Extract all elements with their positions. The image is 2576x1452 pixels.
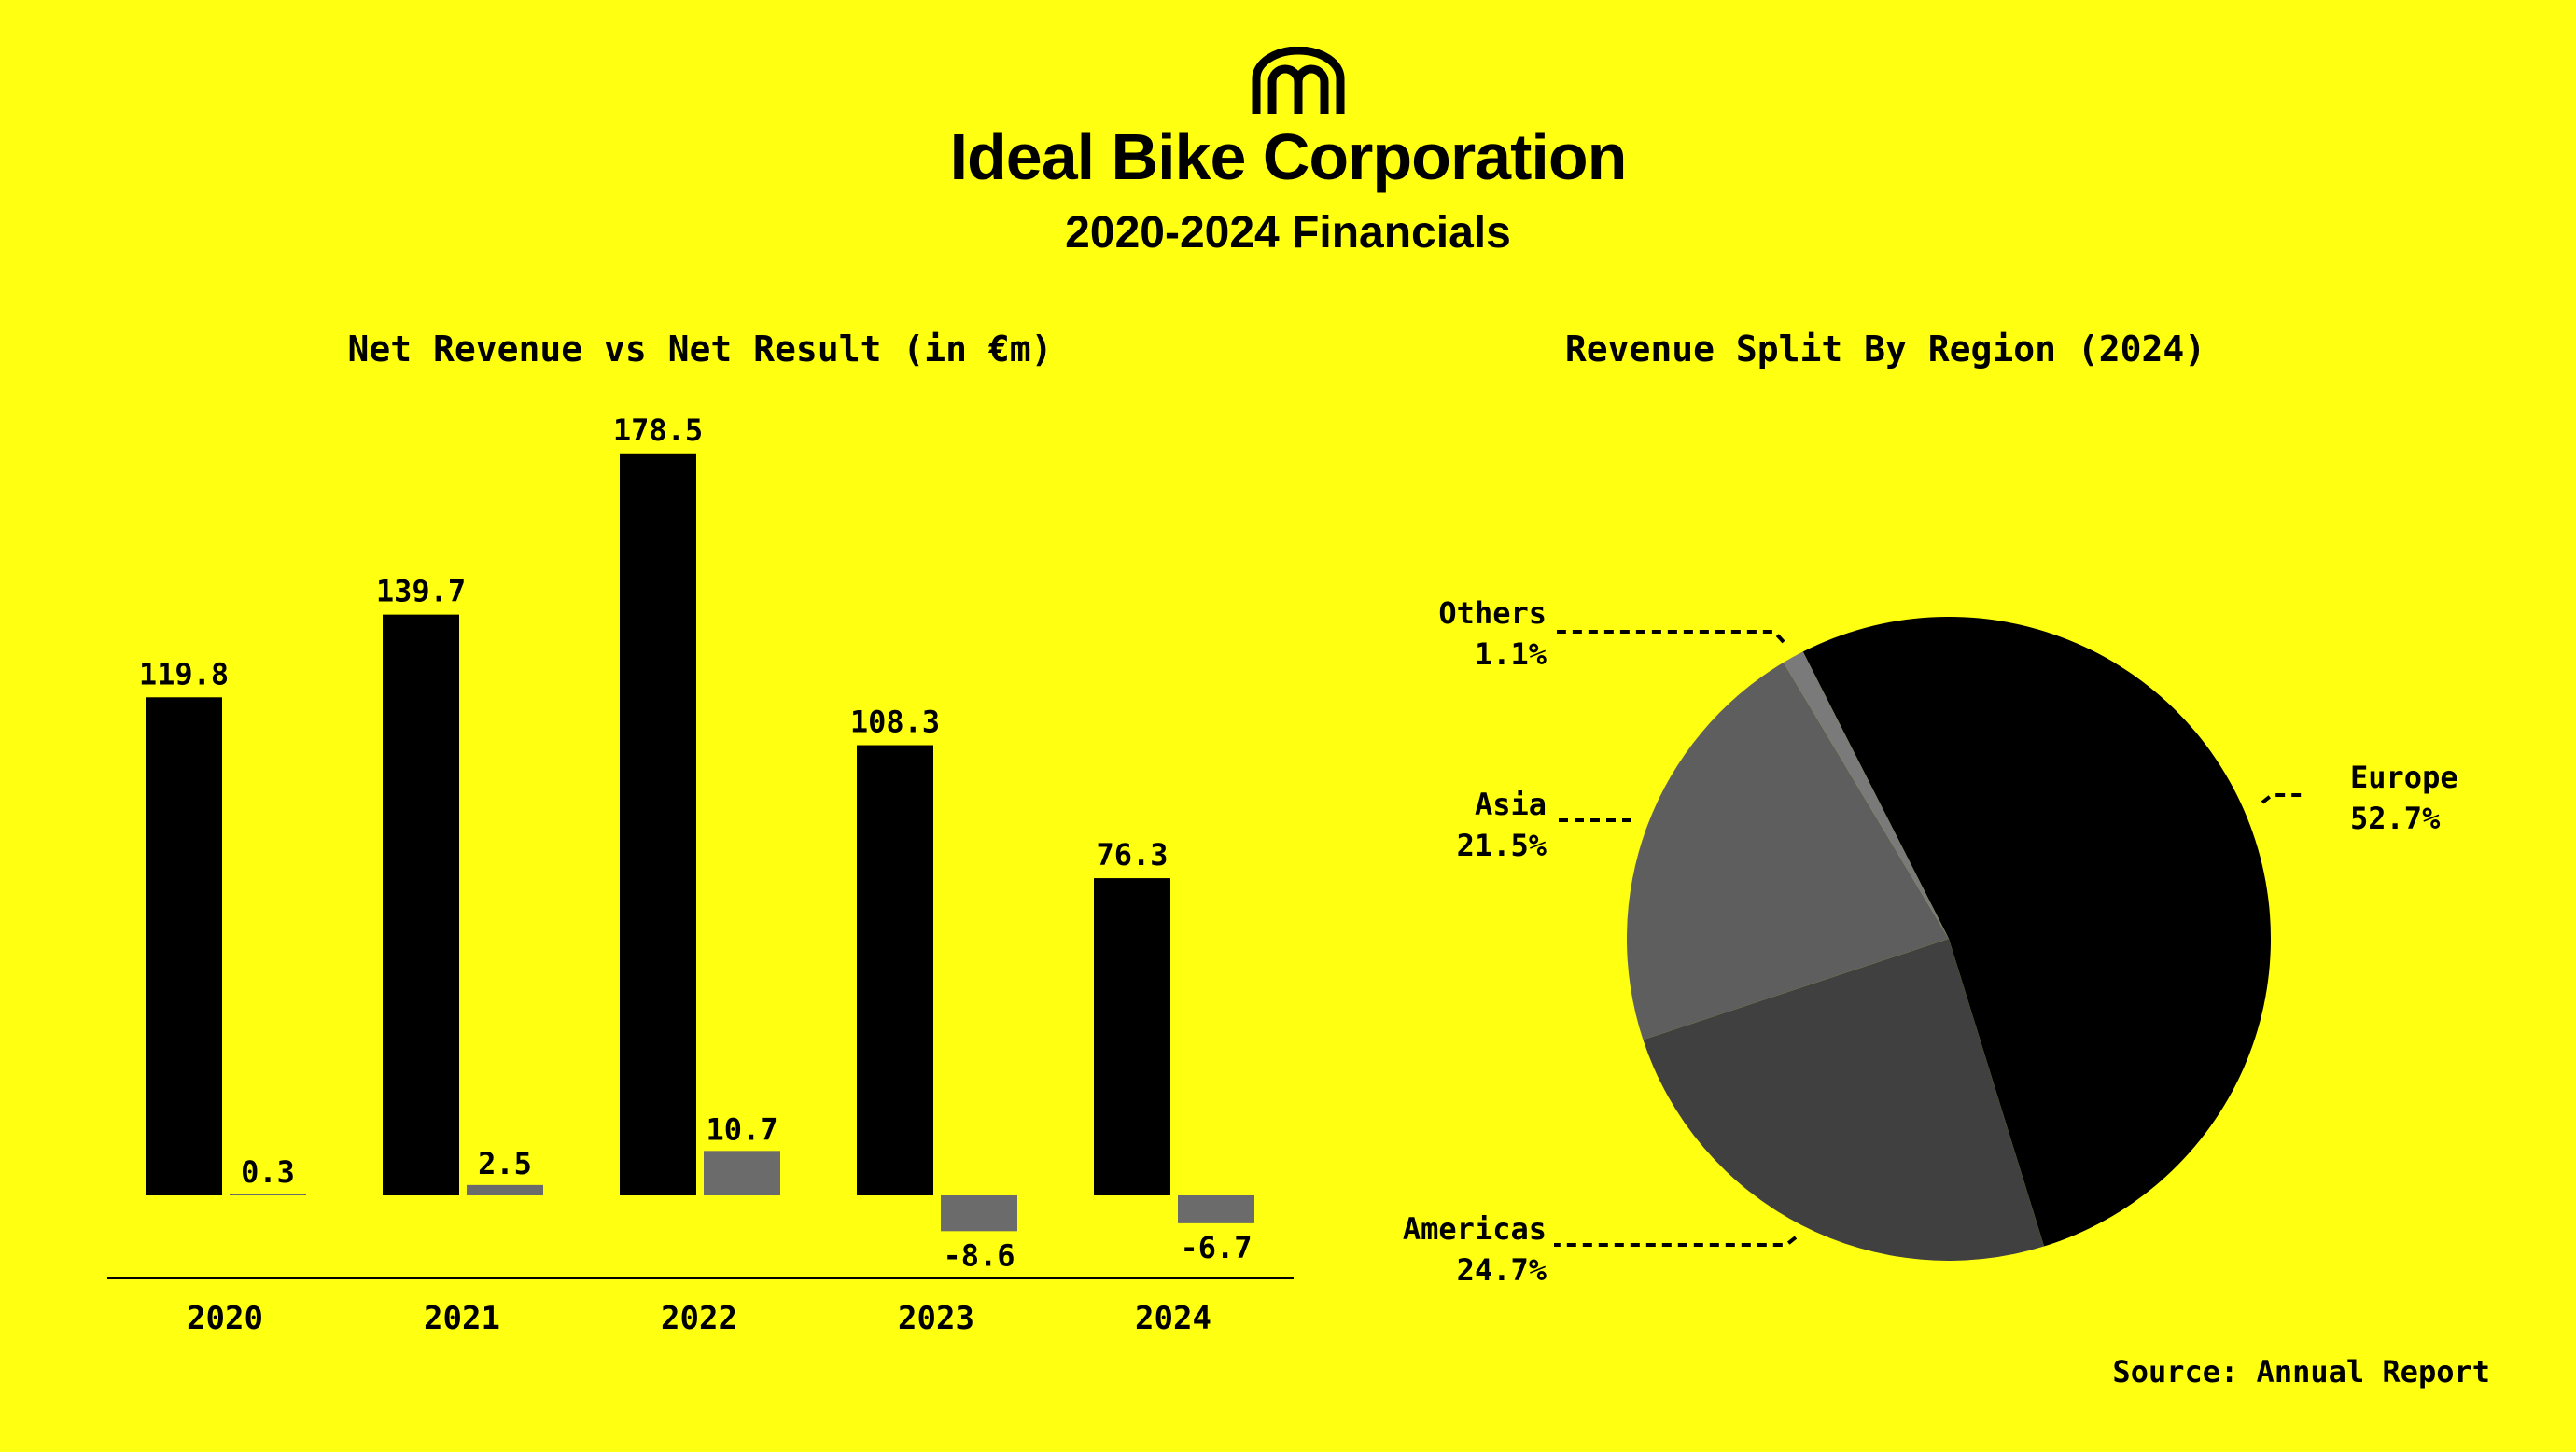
result-bar-2024	[1178, 1195, 1254, 1223]
pie-label-name-asia: Asia	[1475, 787, 1547, 822]
result-value-label-2022: 10.7	[706, 1111, 777, 1147]
result-bar-2020	[230, 1194, 306, 1195]
revenue-value-label-2021: 139.7	[376, 574, 466, 609]
pie-slice-asia	[1627, 662, 1949, 1040]
page-title: Ideal Bike Corporation	[949, 120, 1628, 193]
m-arches-logo-icon	[1252, 47, 1345, 114]
revenue-bar-2022	[620, 453, 696, 1196]
pie-label-value-asia: 21.5%	[1457, 828, 1547, 863]
callout-line-europe	[2261, 793, 2305, 804]
revenue-bar-2023	[857, 745, 933, 1195]
pie-slice-others	[1783, 651, 1949, 939]
x-tick-label-2020: 2020	[187, 1300, 263, 1337]
pie-label-name-europe: Europe	[2350, 760, 2458, 795]
revenue-value-label-2024: 76.3	[1096, 837, 1168, 873]
result-value-label-2021: 2.5	[478, 1146, 532, 1181]
pie-chart-title: Revenue Split By Region (2024)	[1564, 328, 2206, 370]
result-bar-2022	[704, 1151, 780, 1195]
page-subtitle: 2020-2024 Financials	[1065, 208, 1511, 258]
callout-line-others	[1557, 630, 1785, 644]
pie-label-value-americas: 24.7%	[1457, 1252, 1547, 1288]
x-tick-label-2024: 2024	[1135, 1300, 1211, 1337]
revenue-value-label-2023: 108.3	[850, 705, 940, 740]
pie-label-name-others: Others	[1438, 595, 1547, 631]
result-value-label-2024: -6.7	[1180, 1230, 1252, 1265]
revenue-value-label-2022: 178.5	[613, 412, 703, 448]
result-bar-2023	[941, 1195, 1017, 1232]
x-tick-label-2021: 2021	[424, 1300, 500, 1337]
revenue-bar-2021	[383, 614, 459, 1195]
source-note: Source: Annual Report	[2112, 1354, 2490, 1389]
pie-slice-americas	[1643, 939, 2045, 1261]
pie-label-value-europe: 52.7%	[2350, 801, 2441, 836]
pie-label-value-others: 1.1%	[1475, 636, 1547, 672]
pie-slice-europe	[1802, 616, 2272, 1247]
pie-label-name-americas: Americas	[1403, 1211, 1547, 1247]
result-value-label-2023: -8.6	[943, 1237, 1015, 1273]
x-tick-label-2022: 2022	[661, 1300, 737, 1337]
revenue-bar-2020	[146, 697, 222, 1195]
result-bar-2021	[467, 1184, 543, 1195]
callout-line-americas	[1554, 1236, 1798, 1247]
revenue-bar-2024	[1094, 878, 1170, 1195]
revenue-value-label-2020: 119.8	[139, 656, 229, 691]
x-tick-label-2023: 2023	[898, 1300, 974, 1337]
bar-chart-title: Net Revenue vs Net Result (in €m)	[347, 328, 1053, 370]
result-value-label-2020: 0.3	[241, 1154, 295, 1190]
